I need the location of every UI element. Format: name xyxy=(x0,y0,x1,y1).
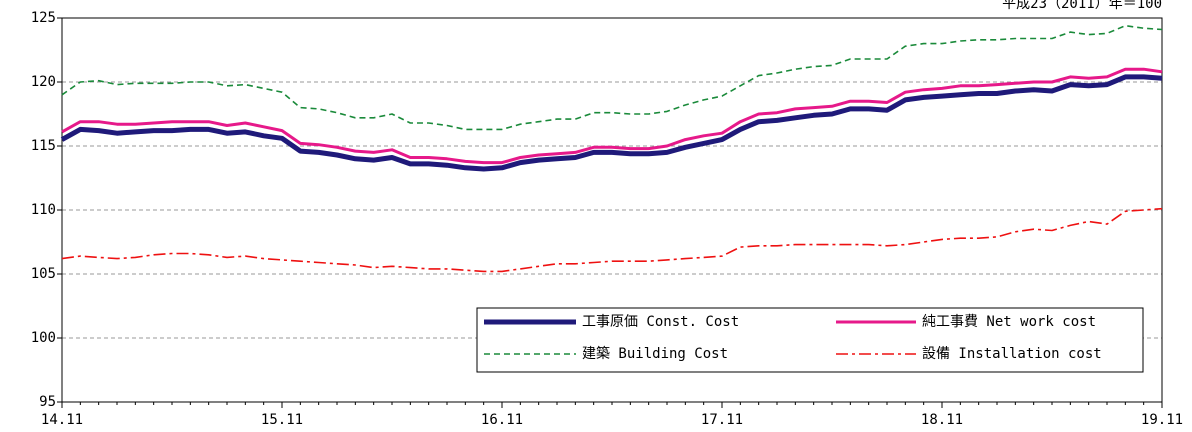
y-tick-label: 95 xyxy=(39,394,56,410)
y-tick-label: 125 xyxy=(31,10,56,26)
series-line xyxy=(61,207,1163,273)
legend-box xyxy=(476,307,1144,373)
x-tick-label: 18.11 xyxy=(921,412,963,428)
plot-frame xyxy=(61,17,1163,403)
legend-label: 純工事費 Net work cost xyxy=(922,314,1096,330)
series-line xyxy=(61,67,1163,165)
y-tick-label: 100 xyxy=(31,330,56,346)
x-tick-label: 15.11 xyxy=(261,412,303,428)
y-tick-label: 110 xyxy=(31,202,56,218)
legend-label: 建築 Building Cost xyxy=(582,346,728,362)
y-tick-label: 115 xyxy=(31,138,56,154)
series-line xyxy=(61,24,1163,131)
x-tick-label: 16.11 xyxy=(481,412,523,428)
chart-subtitle: 平成23（2011）年＝100 xyxy=(1002,0,1162,12)
x-tick-label: 19.11 xyxy=(1141,412,1183,428)
legend-label: 設備 Installation cost xyxy=(922,346,1102,362)
x-tick-label: 17.11 xyxy=(701,412,743,428)
y-tick-label: 120 xyxy=(31,74,56,90)
legend-label: 工事原価 Const. Cost xyxy=(582,314,739,330)
series-line xyxy=(60,74,1163,172)
x-tick-label: 14.11 xyxy=(41,412,83,428)
y-tick-label: 105 xyxy=(31,266,56,282)
